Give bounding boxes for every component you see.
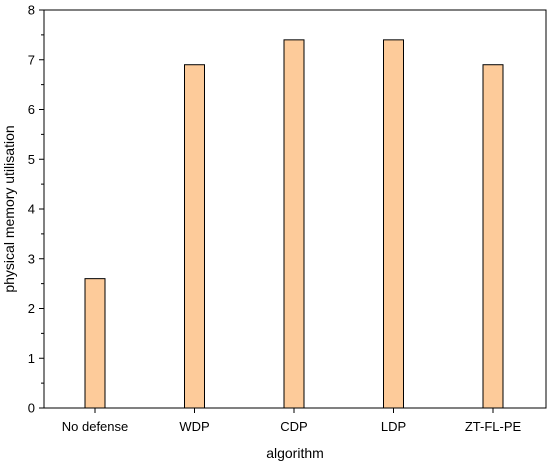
y-tick-label: 7	[28, 52, 35, 67]
bar-cdp	[283, 39, 305, 409]
y-tick-label: 0	[28, 401, 35, 416]
x-axis: No defense WDP CDP LDP ZT-FL-PE	[62, 408, 522, 434]
y-tick-label: 5	[28, 152, 35, 167]
y-tick-label: 6	[28, 102, 35, 117]
x-tick-label: LDP	[381, 419, 406, 434]
y-tick-label: 1	[28, 351, 35, 366]
x-tick-label: WDP	[179, 419, 209, 434]
y-axis-title: physical memory utilisation	[1, 125, 17, 292]
y-tick-label: 3	[28, 251, 35, 266]
bar-ldp	[383, 39, 404, 409]
bar-no-defense	[84, 278, 106, 409]
x-tick-label: CDP	[280, 419, 307, 434]
y-axis: 0 1 2 3 4 5 6 7 8	[28, 3, 44, 416]
bars-group	[84, 39, 504, 409]
bar-zt-fl-pe	[482, 64, 504, 409]
y-tick-label: 2	[28, 301, 35, 316]
x-axis-title: algorithm	[266, 445, 324, 461]
x-tick-label: No defense	[62, 419, 129, 434]
x-tick-label: ZT-FL-PE	[465, 419, 522, 434]
y-tick-label: 8	[28, 3, 35, 18]
y-tick-label: 4	[28, 202, 35, 217]
bar-wdp	[184, 64, 205, 409]
